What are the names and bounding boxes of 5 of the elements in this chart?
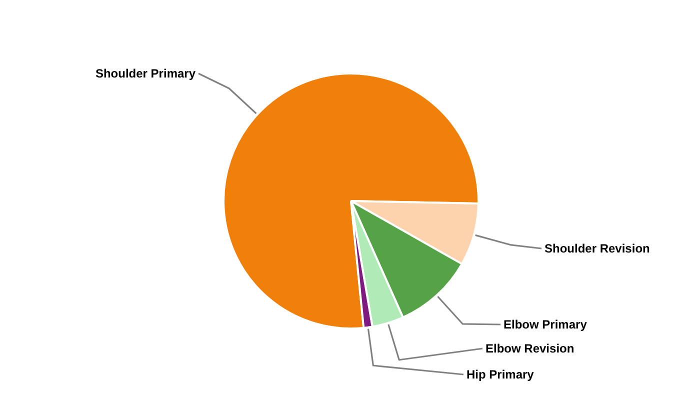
slice-label: Hip Primary [466, 368, 534, 382]
slice-label: Elbow Revision [486, 342, 574, 356]
slice-label: Shoulder Revision [544, 242, 650, 256]
slice-label: Shoulder Primary [95, 66, 196, 80]
slice-label: Elbow Primary [504, 318, 588, 332]
